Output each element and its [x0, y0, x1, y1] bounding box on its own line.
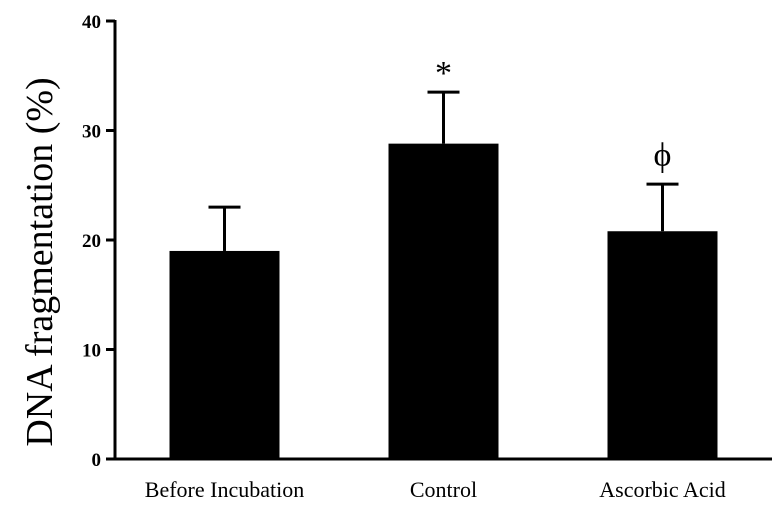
y-axis-label: DNA fragmentation (%) [19, 77, 61, 446]
x-tick-label: Control [410, 477, 477, 502]
significance-marker: * [435, 55, 452, 92]
x-tick-label: Before Incubation [145, 477, 304, 502]
bar [169, 250, 280, 459]
annotations: *ϕ [435, 55, 671, 174]
significance-marker: ϕ [654, 137, 672, 174]
bar [607, 231, 718, 459]
y-tick-label: 20 [82, 231, 101, 252]
bar [388, 143, 499, 459]
y-tick-label: 40 [82, 12, 101, 33]
error-bars [208, 90, 679, 251]
y-tick-label: 0 [92, 450, 102, 471]
x-tick-label: Ascorbic Acid [599, 477, 725, 502]
y-tick-label: 10 [82, 341, 101, 362]
bars [169, 143, 718, 459]
y-tick-label: 30 [82, 122, 101, 143]
y-ticks: 0 10 20 30 40 [82, 12, 115, 471]
x-tick-labels: Before Incubation Control Ascorbic Acid [145, 477, 726, 502]
